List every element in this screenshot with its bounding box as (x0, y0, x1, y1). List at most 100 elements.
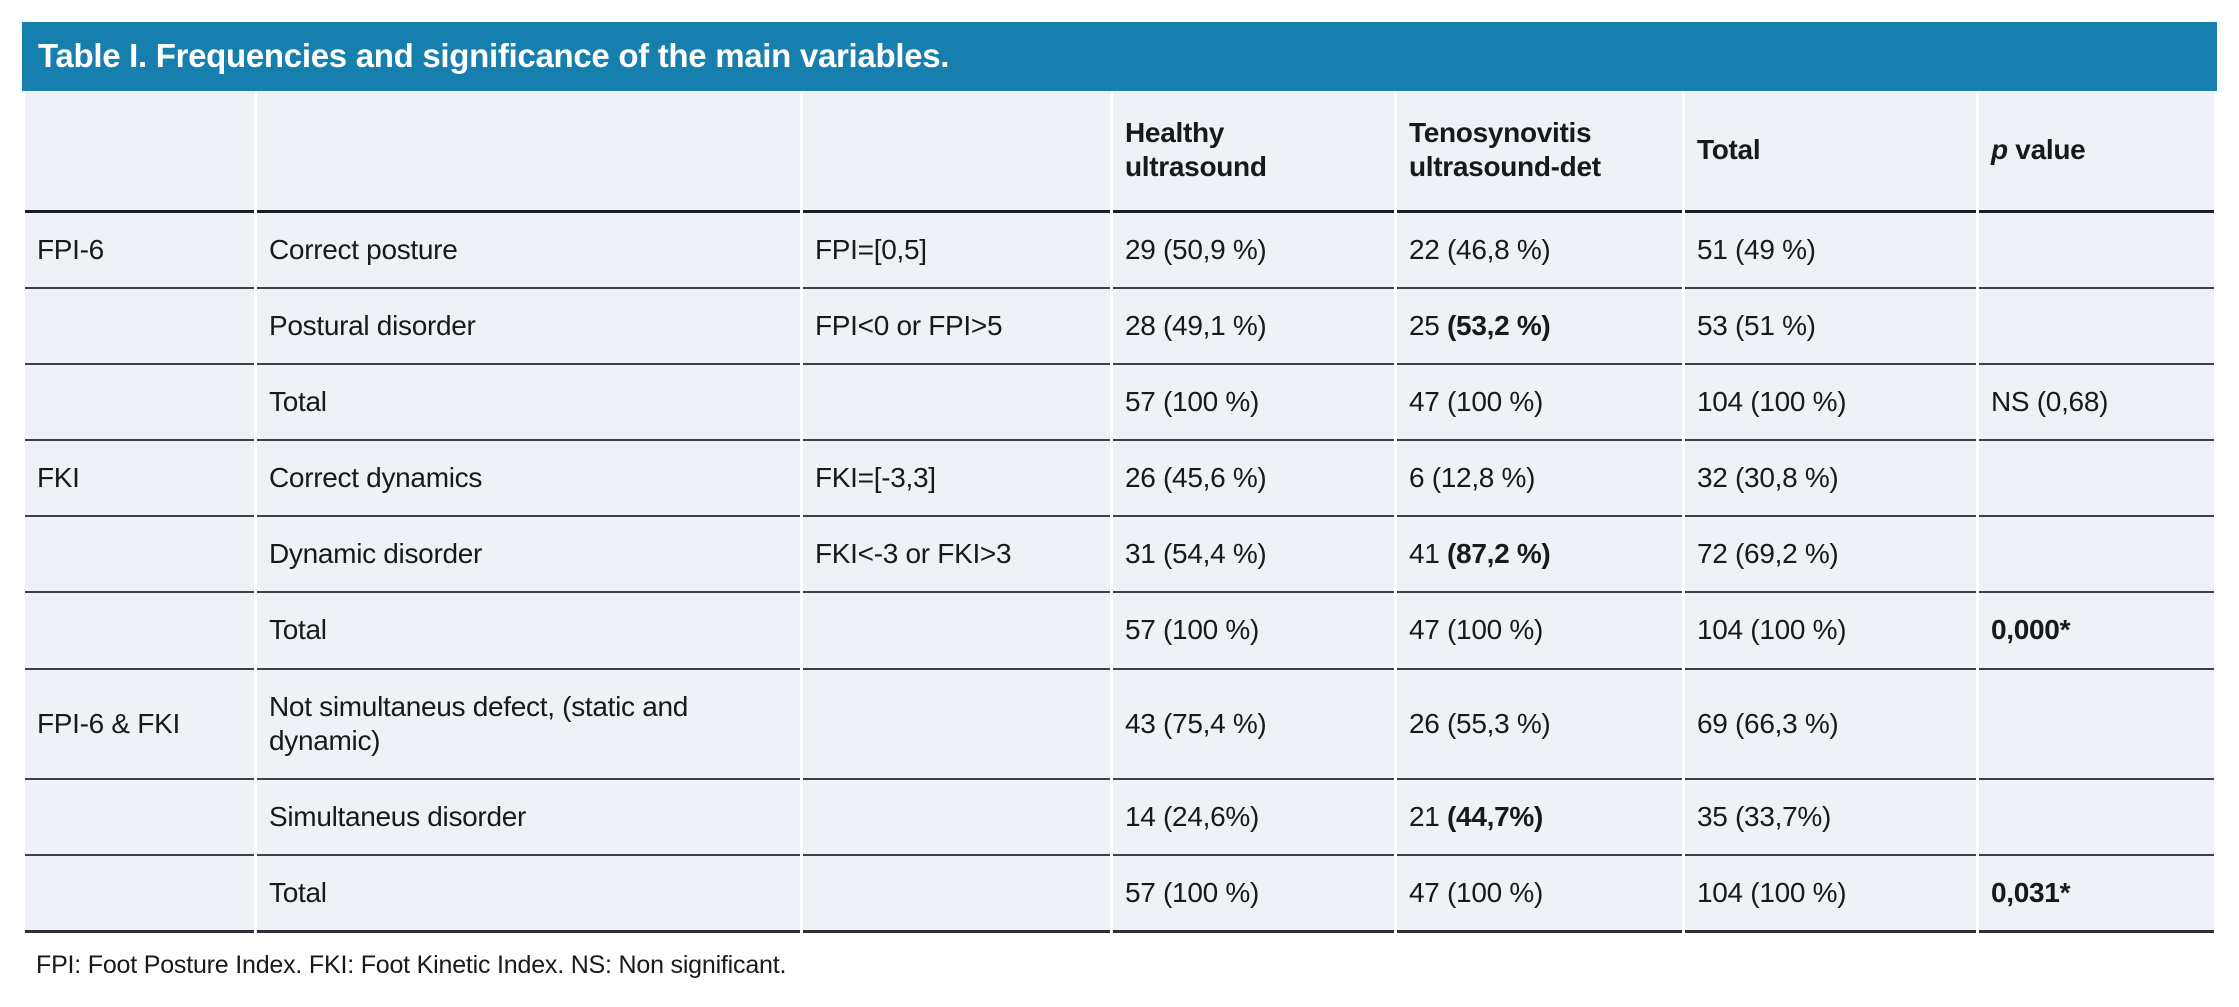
cell-pvalue: 0,000* (1979, 593, 2214, 670)
cell-tenosynovitis: 47 (100 %) (1397, 856, 1682, 934)
cell-healthy: 57 (100 %) (1113, 593, 1394, 670)
cell-category: Dynamic disorder (257, 517, 800, 594)
cell-total: 32 (30,8 %) (1685, 441, 1976, 518)
cell-text: 32 (30,8 %) (1697, 462, 1839, 494)
cell-text: 104 (100 %) (1697, 614, 1847, 646)
table-row-combined-simultaneous: Simultaneus disorder 14 (24,6%) 21 (44,7… (25, 779, 2214, 857)
column-header-healthy-label: Healthy ultrasound (1125, 117, 1267, 183)
cell-text: 31 (54,4 %) (1125, 538, 1267, 570)
table-row-fpi6-total: Total 57 (100 %) 47 (100 %) 104 (100 %) … (25, 364, 2214, 442)
cell-criteria: FPI=[0,5] (803, 212, 1110, 289)
table-row-fki-correct-dynamics: FKI Correct dynamics FKI=[-3,3] 26 (45,6… (25, 441, 2214, 518)
cell-group (25, 364, 254, 442)
table-row-fki-total: Total 57 (100 %) 47 (100 %) 104 (100 %) … (25, 593, 2214, 670)
cell-healthy: 14 (24,6%) (1113, 779, 1394, 857)
cell-text-bold: 0,031* (1991, 877, 2071, 909)
cell-pvalue (1979, 441, 2214, 518)
column-header-total-label: Total (1697, 134, 1761, 166)
cell-text: 35 (33,7%) (1697, 800, 1831, 832)
cell-tenosynovitis: 25 (53,2 %) (1397, 288, 1682, 365)
cell-text: 26 (55,3 %) (1409, 707, 1551, 739)
table-title: Table I. Frequencies and significance of… (22, 22, 2217, 92)
table-frequencies: Table I. Frequencies and significance of… (22, 22, 2217, 980)
header-row: Healthy ultrasound Tenosynovitis ultraso… (25, 91, 2214, 213)
table-row-combined-not-simultaneous: FPI-6 & FKI Not simultaneus defect, (sta… (25, 669, 2214, 780)
table-row-fki-dynamic-disorder: Dynamic disorder FKI<-3 or FKI>3 31 (54,… (25, 517, 2214, 594)
cell-text: 6 (12,8 %) (1409, 462, 1536, 494)
cell-text: 72 (69,2 %) (1697, 538, 1839, 570)
cell-healthy: 29 (50,9 %) (1113, 212, 1394, 289)
cell-text: 47 (100 %) (1409, 385, 1543, 417)
cell-criteria (803, 779, 1110, 857)
cell-total: 104 (100 %) (1685, 856, 1976, 934)
cell-text: 43 (75,4 %) (1125, 707, 1267, 739)
cell-text: 26 (45,6 %) (1125, 462, 1267, 494)
cell-text: 29 (50,9 %) (1125, 233, 1267, 265)
cell-total: 51 (49 %) (1685, 212, 1976, 289)
cell-total: 53 (51 %) (1685, 288, 1976, 365)
cell-healthy: 57 (100 %) (1113, 364, 1394, 442)
cell-criteria (803, 593, 1110, 670)
column-header-group (25, 91, 254, 213)
cell-criteria (803, 856, 1110, 934)
cell-group: FPI-6 & FKI (25, 669, 254, 780)
cell-criteria: FKI<-3 or FKI>3 (803, 517, 1110, 594)
cell-text: 57 (100 %) (1125, 877, 1259, 909)
column-header-pvalue: p value (1979, 91, 2214, 213)
cell-text: 25 (1409, 309, 1448, 341)
cell-group (25, 856, 254, 934)
cell-group (25, 288, 254, 365)
cell-pvalue (1979, 779, 2214, 857)
cell-text-bold: (87,2 %) (1447, 538, 1551, 570)
column-header-p-italic: p (1991, 134, 2008, 166)
cell-group: FKI (25, 441, 254, 518)
cell-pvalue: NS (0,68) (1979, 364, 2214, 442)
cell-text: 28 (49,1 %) (1125, 309, 1267, 341)
cell-text-bold: 0,000* (1991, 614, 2071, 646)
cell-category: Not simultaneus defect, (static and dyna… (257, 669, 800, 780)
cell-tenosynovitis: 47 (100 %) (1397, 364, 1682, 442)
cell-category: Total (257, 593, 800, 670)
cell-text: 57 (100 %) (1125, 614, 1259, 646)
cell-text: 22 (46,8 %) (1409, 233, 1551, 265)
cell-healthy: 31 (54,4 %) (1113, 517, 1394, 594)
cell-group (25, 517, 254, 594)
cell-category: Total (257, 364, 800, 442)
column-header-category (257, 91, 800, 213)
cell-criteria (803, 364, 1110, 442)
cell-total: 104 (100 %) (1685, 364, 1976, 442)
cell-text-bold: (53,2 %) (1447, 309, 1551, 341)
cell-tenosynovitis: 26 (55,3 %) (1397, 669, 1682, 780)
cell-pvalue (1979, 288, 2214, 365)
data-table: Healthy ultrasound Tenosynovitis ultraso… (22, 91, 2217, 934)
cell-total: 104 (100 %) (1685, 593, 1976, 670)
column-header-healthy: Healthy ultrasound (1113, 91, 1394, 213)
cell-category: Total (257, 856, 800, 934)
cell-total: 69 (66,3 %) (1685, 669, 1976, 780)
cell-text: 53 (51 %) (1697, 309, 1816, 341)
column-header-total: Total (1685, 91, 1976, 213)
cell-pvalue (1979, 669, 2214, 780)
cell-tenosynovitis: 22 (46,8 %) (1397, 212, 1682, 289)
cell-text: 47 (100 %) (1409, 877, 1543, 909)
cell-text: 57 (100 %) (1125, 385, 1259, 417)
cell-healthy: 43 (75,4 %) (1113, 669, 1394, 780)
column-header-criteria (803, 91, 1110, 213)
cell-healthy: 28 (49,1 %) (1113, 288, 1394, 365)
cell-total: 35 (33,7%) (1685, 779, 1976, 857)
cell-tenosynovitis: 41 (87,2 %) (1397, 517, 1682, 594)
cell-tenosynovitis: 47 (100 %) (1397, 593, 1682, 670)
cell-criteria: FKI=[-3,3] (803, 441, 1110, 518)
cell-criteria (803, 669, 1110, 780)
cell-healthy: 57 (100 %) (1113, 856, 1394, 934)
cell-text: 51 (49 %) (1697, 233, 1816, 265)
cell-text: 14 (24,6%) (1125, 800, 1259, 832)
cell-category: Postural disorder (257, 288, 800, 365)
cell-criteria: FPI<0 or FPI>5 (803, 288, 1110, 365)
cell-text-bold: (44,7%) (1447, 800, 1543, 832)
column-header-tenosynovitis: Tenosynovitis ultrasound-det (1397, 91, 1682, 213)
cell-group (25, 593, 254, 670)
cell-category: Correct dynamics (257, 441, 800, 518)
cell-category: Correct posture (257, 212, 800, 289)
cell-tenosynovitis: 6 (12,8 %) (1397, 441, 1682, 518)
